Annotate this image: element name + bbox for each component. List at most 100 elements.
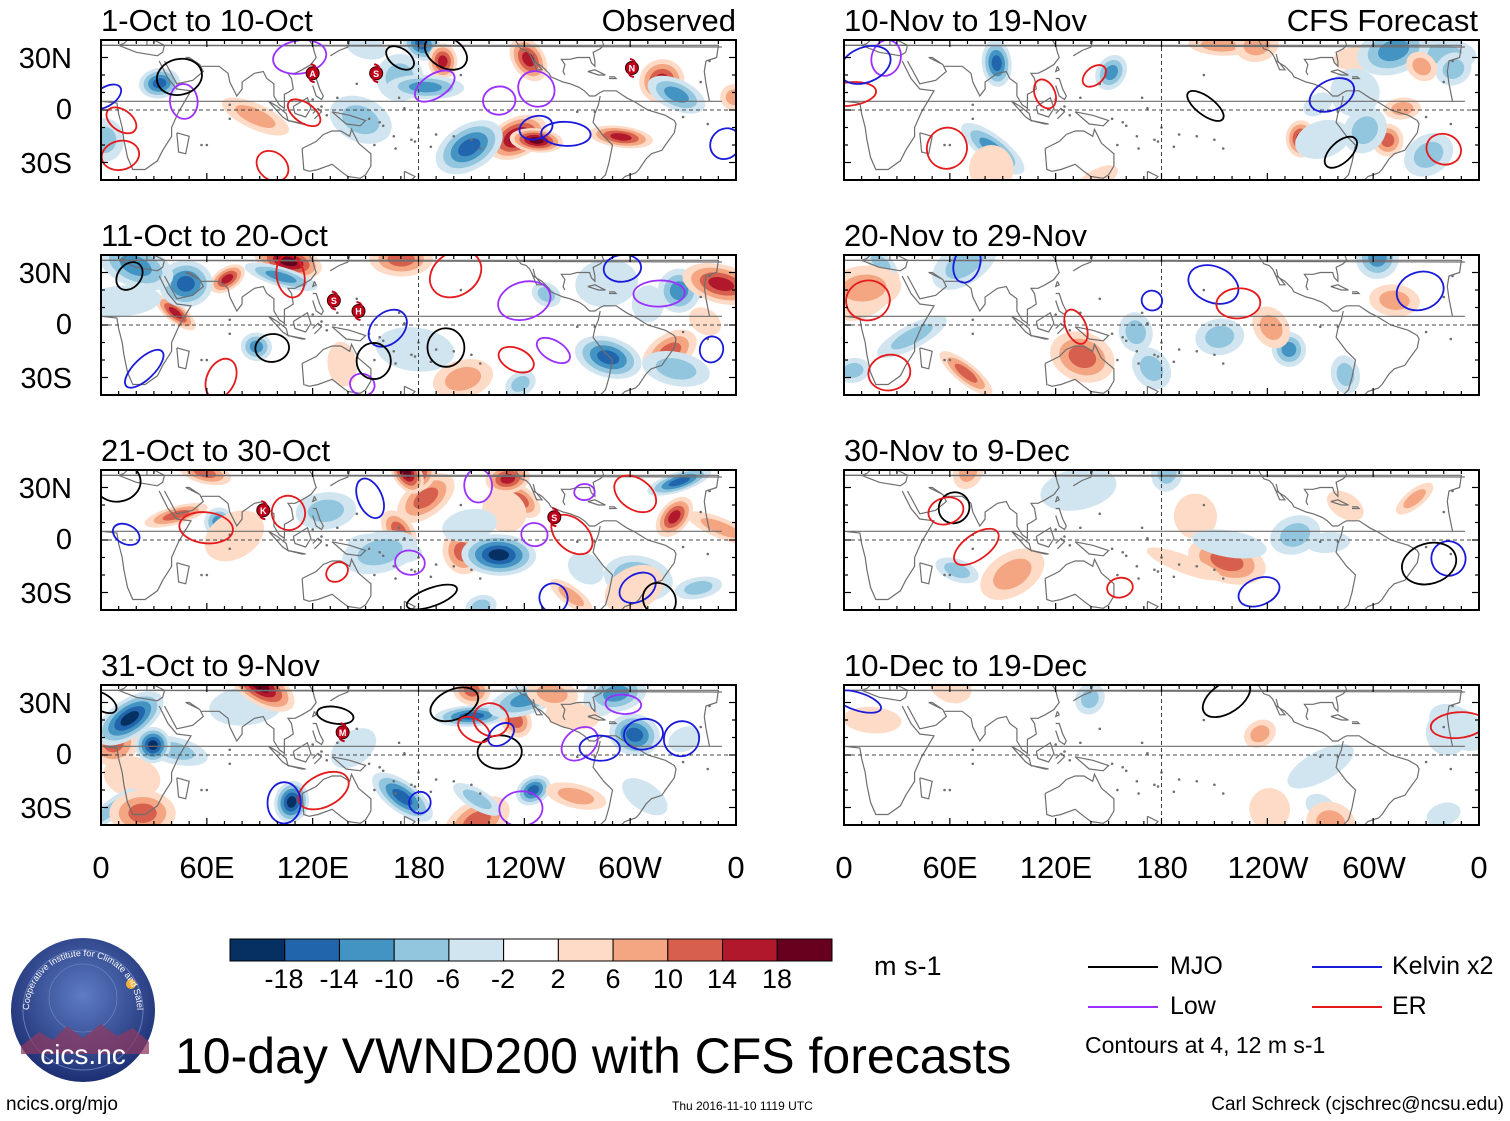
island bbox=[1079, 96, 1082, 100]
island bbox=[1098, 512, 1102, 516]
contour-er bbox=[497, 345, 535, 374]
coastline bbox=[944, 470, 1060, 540]
island bbox=[413, 355, 417, 358]
coastline bbox=[1146, 815, 1160, 825]
coastline bbox=[587, 284, 606, 291]
island bbox=[699, 295, 703, 299]
contour-low bbox=[394, 549, 426, 576]
observed-label: Observed bbox=[601, 3, 736, 38]
island bbox=[200, 358, 203, 362]
island bbox=[452, 349, 456, 353]
island bbox=[378, 550, 381, 554]
coastline bbox=[301, 557, 372, 609]
panel-title: 11-Oct to 20-Oct bbox=[101, 218, 328, 253]
island bbox=[336, 741, 339, 745]
coastline bbox=[268, 315, 289, 337]
contour-mjo bbox=[155, 57, 203, 96]
island bbox=[311, 313, 314, 316]
contour-mjo bbox=[423, 40, 468, 71]
coastline bbox=[1030, 549, 1049, 555]
shading-blob bbox=[1139, 355, 1164, 381]
contour-er bbox=[1106, 576, 1134, 599]
shading-blob bbox=[1315, 810, 1346, 825]
storm-label: A bbox=[309, 69, 316, 79]
colorbar-tick-label: -18 bbox=[264, 964, 304, 994]
shading-blob bbox=[844, 706, 902, 734]
contour-er bbox=[927, 496, 965, 526]
shading-blob bbox=[626, 727, 644, 742]
coastline bbox=[560, 255, 605, 291]
island bbox=[1156, 355, 1160, 358]
coastline bbox=[101, 705, 722, 816]
island bbox=[706, 122, 710, 126]
island bbox=[681, 330, 685, 334]
island bbox=[1442, 295, 1446, 299]
island bbox=[1054, 528, 1057, 531]
island bbox=[1137, 792, 1140, 795]
coastline bbox=[1335, 740, 1357, 825]
shading-blob bbox=[235, 105, 276, 128]
island bbox=[1116, 143, 1119, 147]
island bbox=[1068, 113, 1072, 117]
coastline bbox=[560, 470, 605, 506]
shading-blob bbox=[557, 787, 595, 805]
island bbox=[228, 748, 232, 752]
island bbox=[336, 526, 339, 530]
island bbox=[367, 762, 371, 766]
coastline bbox=[1011, 530, 1032, 552]
island bbox=[325, 543, 329, 547]
coastline bbox=[919, 132, 933, 155]
contour-low bbox=[573, 483, 596, 501]
island bbox=[378, 120, 381, 124]
coastline bbox=[844, 470, 1465, 487]
shading-blob bbox=[375, 327, 455, 372]
coastline bbox=[311, 496, 318, 503]
shading-blob bbox=[249, 340, 264, 353]
island bbox=[971, 748, 975, 752]
shading-blob bbox=[689, 307, 722, 336]
coastline bbox=[944, 685, 1060, 755]
contour-low bbox=[169, 83, 199, 120]
panel-field bbox=[844, 255, 1479, 395]
island bbox=[1153, 568, 1156, 572]
coastline bbox=[201, 685, 317, 755]
island bbox=[325, 328, 329, 332]
island bbox=[708, 489, 711, 493]
island bbox=[452, 564, 456, 568]
coastline bbox=[357, 397, 362, 401]
coastline bbox=[1273, 53, 1287, 71]
island bbox=[470, 138, 473, 142]
coastline bbox=[312, 292, 324, 316]
island bbox=[1449, 552, 1453, 556]
shading-blob bbox=[1326, 490, 1364, 521]
main-title: 10-day VWND200 with CFS forecasts bbox=[175, 1028, 1012, 1084]
contour-kelvin-x2 bbox=[1308, 77, 1356, 113]
coastline bbox=[1330, 714, 1349, 721]
colorbar-tick-label: -10 bbox=[374, 964, 414, 994]
coastline bbox=[919, 347, 933, 370]
contour-low bbox=[535, 336, 571, 365]
contour-low bbox=[414, 69, 456, 103]
storm-marker: A bbox=[305, 63, 320, 84]
coastline bbox=[176, 777, 190, 800]
coastline bbox=[1030, 119, 1049, 125]
contour-low bbox=[604, 693, 643, 715]
coastline bbox=[844, 60, 1465, 171]
storm-marker: S bbox=[326, 290, 341, 311]
coastline bbox=[844, 689, 1463, 729]
coastline bbox=[560, 685, 605, 721]
colorbar-tick-label: 14 bbox=[706, 964, 738, 994]
island bbox=[971, 762, 975, 766]
shading-blob bbox=[1173, 493, 1217, 540]
coastline bbox=[357, 612, 362, 616]
island bbox=[1110, 547, 1114, 551]
coastline bbox=[919, 562, 933, 585]
island bbox=[1318, 540, 1322, 544]
contour-er bbox=[925, 126, 968, 170]
lat-tick-label: 0 bbox=[55, 309, 72, 341]
contour-mjo bbox=[101, 690, 118, 715]
coastline bbox=[292, 311, 312, 333]
coastline bbox=[1303, 40, 1348, 76]
island bbox=[470, 568, 473, 572]
